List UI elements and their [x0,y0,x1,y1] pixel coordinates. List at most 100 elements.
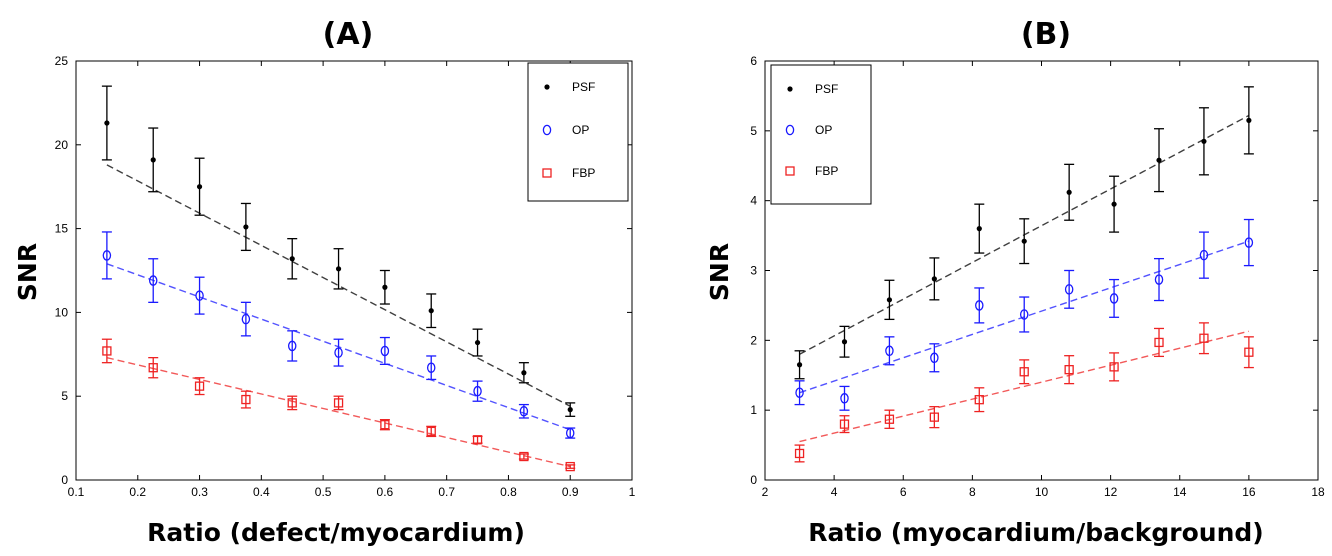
psf-point [104,120,110,126]
y-tick-label: 0 [61,473,68,487]
panel-a-legend-entries [542,84,552,178]
panel-a-y-ticks: 0 5 10 15 20 25 [55,54,632,487]
op-point [241,313,251,325]
fbp-point [974,395,984,405]
x-tick-label: 6 [900,485,907,499]
fbp-point [333,398,344,408]
fbp-point [241,394,251,405]
psf-fit-line [106,164,571,407]
panel-a-legend-psf: PSF [572,80,595,94]
op-point [1244,237,1254,248]
op-point [930,352,939,364]
psf-point [150,157,156,163]
psf-legend-marker [544,84,550,90]
fbp-legend-marker [542,168,552,178]
op-point [1199,249,1209,261]
psf-point [567,407,573,413]
op-point [195,290,204,301]
op-point [975,300,984,311]
panel-a-y-axis-title: SNR [13,243,42,301]
x-tick-label: 0.4 [253,485,270,499]
psf-point [335,266,342,272]
fbp-point [194,381,205,391]
psf-point [1246,117,1252,123]
y-tick-label: 2 [750,333,757,347]
op-point [519,406,529,417]
psf-point [1156,157,1162,163]
panel-a-legend: PSF OP FBP [527,62,629,202]
x-tick-label: 10 [1035,485,1049,499]
fbp-point [1109,362,1119,372]
psf-point [1111,201,1117,207]
x-tick-label: 0.6 [377,485,394,499]
y-tick-label: 0 [750,473,757,487]
fbp-legend-marker [785,166,795,176]
op-point [1064,284,1074,295]
y-tick-label: 3 [750,264,757,278]
psf-point [428,308,434,314]
psf-point [931,276,937,282]
x-tick-label: 0.9 [562,485,579,499]
panel-b-y-axis-title: SNR [705,243,734,301]
psf-point [521,370,527,376]
fbp-point [380,420,390,430]
panel-a: (A) 0.1 0.2 0.3 0.4 0.5 0.6 0.7 0.8 0.9 1 0 5 10 15 2… [13,17,636,547]
op-point [840,393,849,404]
panel-b-title: (B) [1021,17,1071,52]
fbp-point [519,451,529,462]
panel-b-legend-op: OP [815,123,832,137]
psf-point [886,297,893,303]
panel-b-legend-entries [785,86,795,176]
op-legend-marker [542,124,552,136]
op-point [334,347,343,358]
x-tick-label: 4 [831,485,838,499]
panel-b-legend-fbp: FBP [815,164,838,178]
x-tick-label: 14 [1173,485,1187,499]
x-tick-label: 0.5 [315,485,332,499]
panel-b-x-axis-title: Ratio (myocardium/background) [808,518,1263,547]
op-point [1154,274,1164,285]
op-point [426,362,436,373]
op-legend-marker [785,124,795,136]
y-tick-label: 25 [55,54,69,68]
fbp-point [1019,367,1029,377]
psf-point [976,226,982,232]
panel-b-legend: PSF OP FBP [770,64,872,205]
fbp-point [102,346,112,356]
x-tick-label: 0.8 [500,485,517,499]
panel-a-legend-op: OP [572,123,589,137]
fbp-point [884,414,895,424]
y-tick-label: 15 [55,222,69,236]
panel-b-legend-psf: PSF [815,82,838,96]
fbp-point [1154,337,1164,348]
psf-point [196,184,203,190]
fbp-point [1064,365,1074,375]
panel-a-title: (A) [323,17,374,52]
x-tick-label: 12 [1104,485,1118,499]
fbp-point [839,419,850,429]
psf-point [289,256,295,262]
panel-a-x-axis-title: Ratio (defect/myocardium) [147,518,525,547]
op-point [287,340,297,352]
x-tick-label: 0.2 [129,485,146,499]
fbp-point [287,398,297,408]
psf-point [474,339,481,346]
panel-b-y-ticks: 0 1 2 3 4 5 6 [750,54,1318,487]
psf-point [382,284,388,290]
psf-point [1021,238,1027,244]
psf-point [841,339,848,345]
y-tick-label: 5 [61,389,68,403]
fbp-point [472,435,483,445]
fbp-point [426,426,436,437]
op-point [1109,293,1119,304]
op-point [1019,309,1029,320]
y-tick-label: 1 [750,403,757,417]
op-point [565,427,575,439]
psf-legend-marker [787,86,793,92]
fbp-fit-line [106,356,571,468]
x-tick-label: 2 [762,485,769,499]
y-tick-label: 4 [750,194,757,208]
fbp-point [148,363,158,373]
